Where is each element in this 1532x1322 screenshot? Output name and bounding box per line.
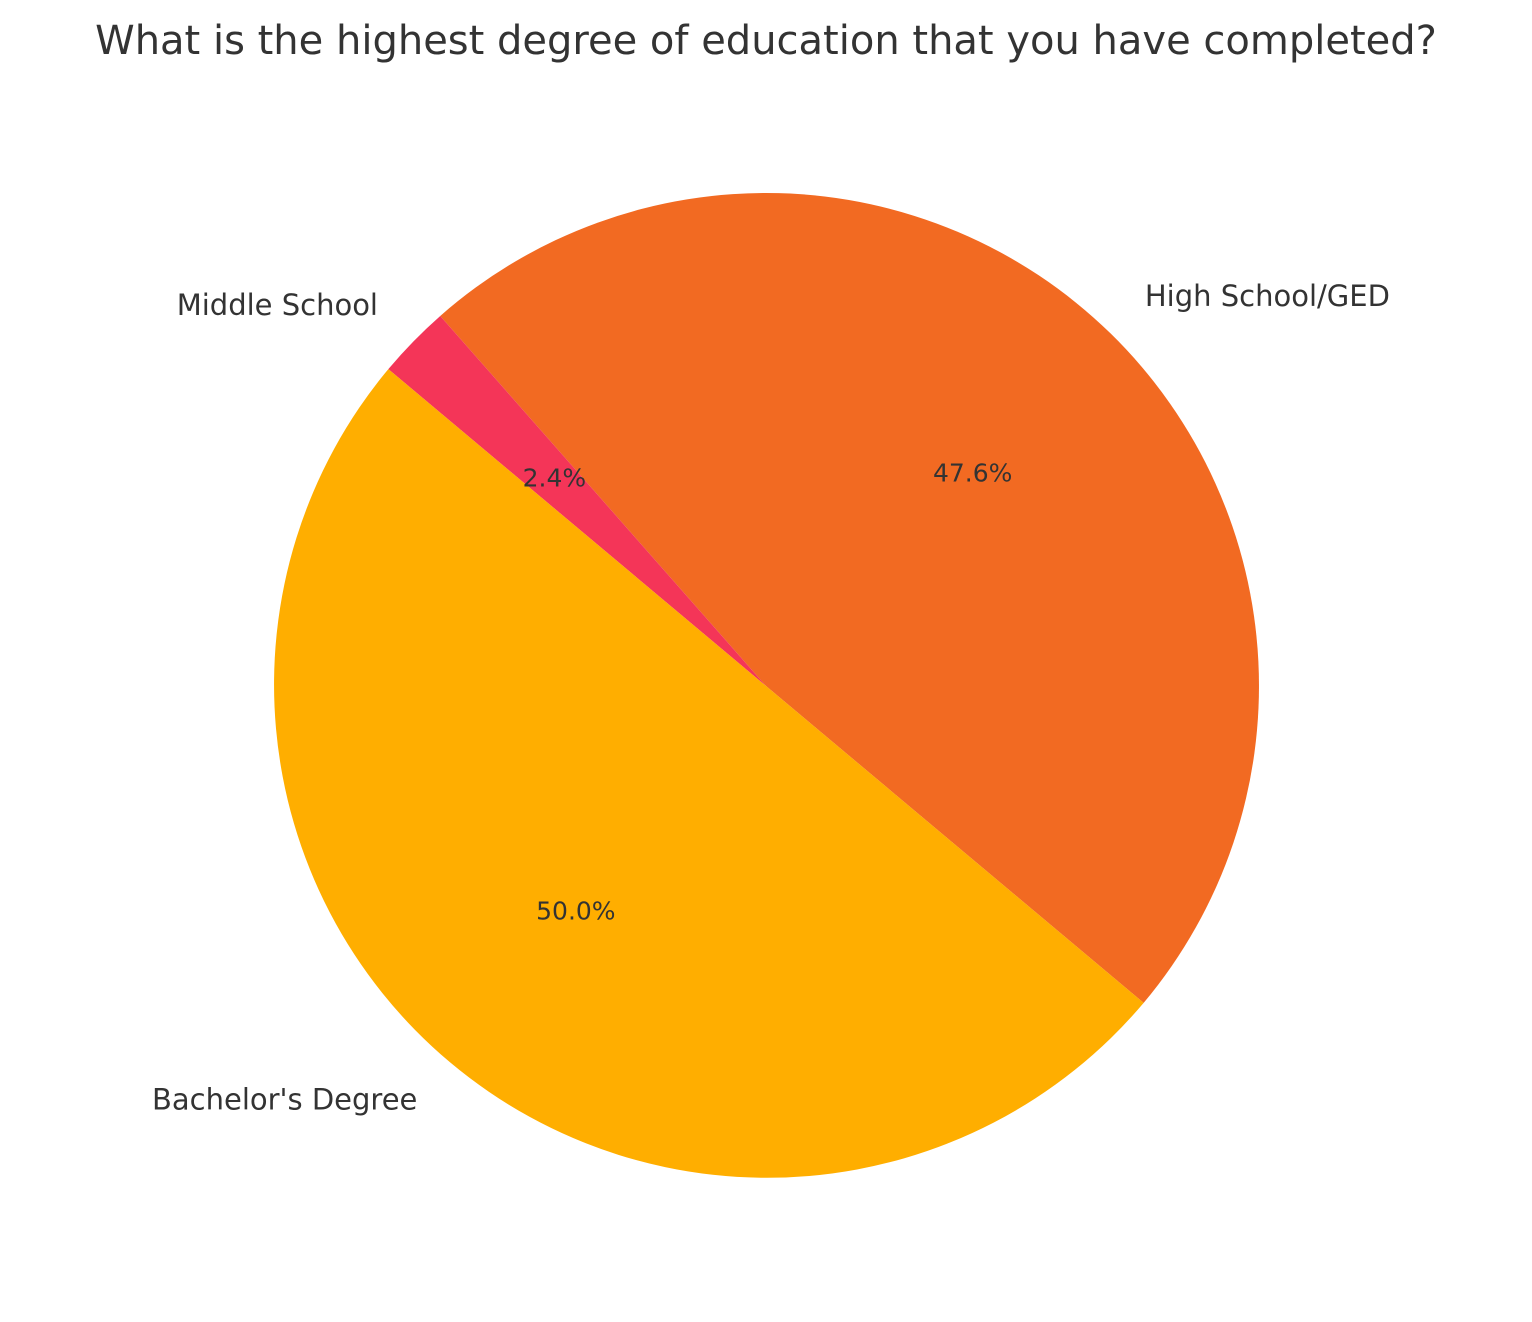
slice-percent-label: 2.4% — [523, 463, 587, 492]
pie-slices — [274, 193, 1259, 1178]
slice-percent-label: 47.6% — [933, 458, 1012, 487]
slice-label: Bachelor's Degree — [152, 1082, 417, 1116]
pie-slice — [440, 193, 1259, 1003]
pie-labels: High School/GED 47.6% Middle School 2.4% Bac… — [152, 279, 1390, 1116]
slice-percent-label: 50.0% — [536, 897, 615, 926]
pie-slice — [274, 369, 1144, 1178]
chart-title: What is the highest degree of education … — [95, 18, 1437, 64]
slice-label: High School/GED — [1145, 279, 1390, 313]
slice-label: Middle School — [177, 288, 378, 322]
pie-slice — [388, 315, 766, 686]
